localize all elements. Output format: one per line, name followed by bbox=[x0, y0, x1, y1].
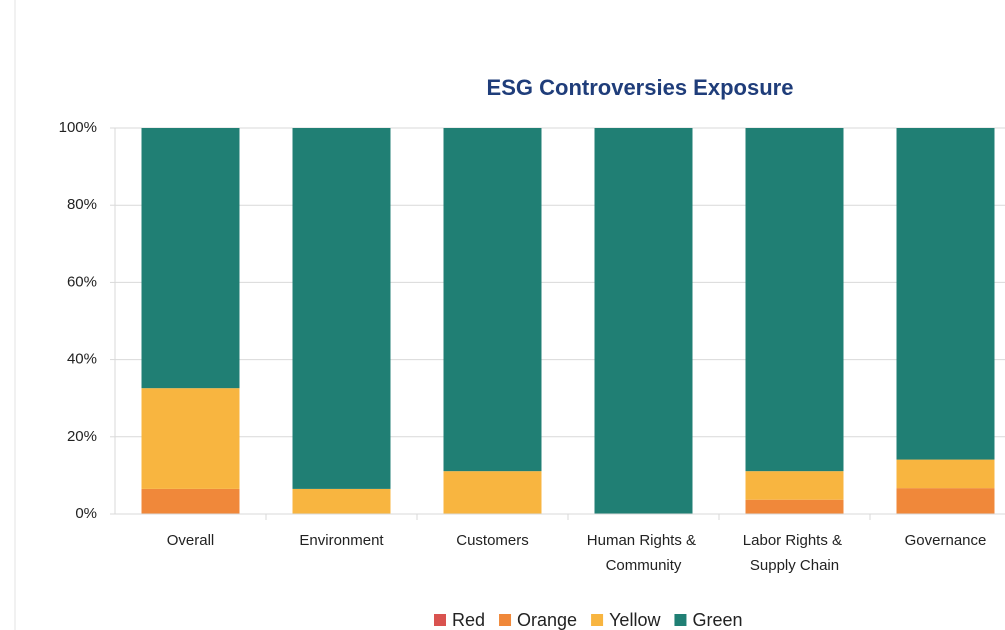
x-tick-label: Overall bbox=[167, 532, 215, 549]
x-tick-label: Labor Rights & Supply Chain bbox=[743, 532, 846, 574]
legend-label: Green bbox=[692, 610, 742, 630]
bar-segment bbox=[141, 488, 240, 514]
bar-segment bbox=[745, 499, 844, 514]
legend-swatch bbox=[591, 614, 604, 626]
bar-segment bbox=[292, 128, 391, 489]
bar-segment bbox=[594, 128, 693, 514]
bar-segment bbox=[141, 128, 240, 389]
bar-segment bbox=[292, 488, 391, 514]
bar-segment bbox=[896, 459, 995, 489]
x-tick-label: Governance bbox=[905, 532, 987, 549]
bar-segment bbox=[443, 471, 542, 514]
legend-swatch bbox=[674, 614, 687, 626]
y-tick-label: 80% bbox=[67, 196, 97, 213]
label-line: Community bbox=[606, 557, 682, 574]
y-tick-label: 20% bbox=[67, 428, 97, 445]
chart-title: ESG Controversies Exposure bbox=[487, 75, 794, 100]
bar-segment bbox=[745, 128, 844, 472]
legend-swatch bbox=[499, 614, 512, 626]
x-tick-label: Customers bbox=[456, 532, 529, 549]
y-tick-label: 100% bbox=[59, 119, 97, 136]
label-line: Labor Rights & bbox=[743, 532, 846, 549]
y-tick-label: 40% bbox=[67, 351, 97, 368]
bar-segment bbox=[745, 471, 844, 500]
bar-segment bbox=[896, 128, 995, 460]
legend-label: Orange bbox=[517, 610, 577, 630]
legend-swatch bbox=[434, 614, 446, 626]
y-tick-label: 0% bbox=[75, 505, 97, 522]
bar-segment bbox=[896, 488, 995, 514]
x-tick-label: Human Rights & Community bbox=[587, 532, 700, 574]
legend-label: Yellow bbox=[609, 610, 661, 630]
bar-segment bbox=[443, 128, 542, 472]
x-tick-label: Environment bbox=[299, 532, 384, 549]
bar-segment bbox=[141, 388, 240, 489]
legend-label: Red bbox=[452, 610, 485, 630]
label-line: Supply Chain bbox=[750, 557, 839, 574]
y-tick-label: 60% bbox=[67, 273, 97, 290]
label-line: Human Rights & bbox=[587, 532, 700, 549]
